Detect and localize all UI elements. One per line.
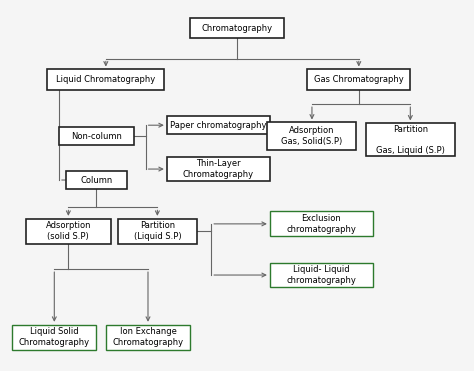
FancyBboxPatch shape xyxy=(267,122,356,150)
Text: Thin-Layer
Chromatography: Thin-Layer Chromatography xyxy=(182,160,254,179)
FancyBboxPatch shape xyxy=(270,263,373,288)
Text: Liquid Solid
Chromatography: Liquid Solid Chromatography xyxy=(19,328,90,347)
Text: Partition

Gas, Liquid (S.P): Partition Gas, Liquid (S.P) xyxy=(376,125,445,155)
Text: Adsorption
Gas, Solid(S.P): Adsorption Gas, Solid(S.P) xyxy=(282,127,343,146)
FancyBboxPatch shape xyxy=(12,325,97,349)
Text: Ion Exchange
Chromatography: Ion Exchange Chromatography xyxy=(112,328,183,347)
Text: Non-column: Non-column xyxy=(71,132,122,141)
FancyBboxPatch shape xyxy=(66,171,127,189)
Text: Chromatography: Chromatography xyxy=(201,24,273,33)
FancyBboxPatch shape xyxy=(270,211,373,236)
FancyBboxPatch shape xyxy=(26,219,110,244)
FancyBboxPatch shape xyxy=(366,124,455,156)
FancyBboxPatch shape xyxy=(59,127,134,145)
FancyBboxPatch shape xyxy=(307,69,410,89)
Text: Partition
(Liquid S.P): Partition (Liquid S.P) xyxy=(134,221,181,241)
Text: Paper chromatography: Paper chromatography xyxy=(170,121,266,130)
Text: Column: Column xyxy=(80,175,113,184)
FancyBboxPatch shape xyxy=(118,219,197,244)
Text: Exclusion
chromatography: Exclusion chromatography xyxy=(286,214,356,234)
Text: Liquid- Liquid
chromatography: Liquid- Liquid chromatography xyxy=(286,265,356,285)
FancyBboxPatch shape xyxy=(106,325,190,349)
FancyBboxPatch shape xyxy=(47,69,164,89)
FancyBboxPatch shape xyxy=(167,116,270,134)
Text: Liquid Chromatography: Liquid Chromatography xyxy=(56,75,155,84)
Text: Adsorption
(solid S.P): Adsorption (solid S.P) xyxy=(46,221,91,241)
Text: Gas Chromatography: Gas Chromatography xyxy=(314,75,404,84)
FancyBboxPatch shape xyxy=(167,157,270,181)
FancyBboxPatch shape xyxy=(190,18,284,39)
